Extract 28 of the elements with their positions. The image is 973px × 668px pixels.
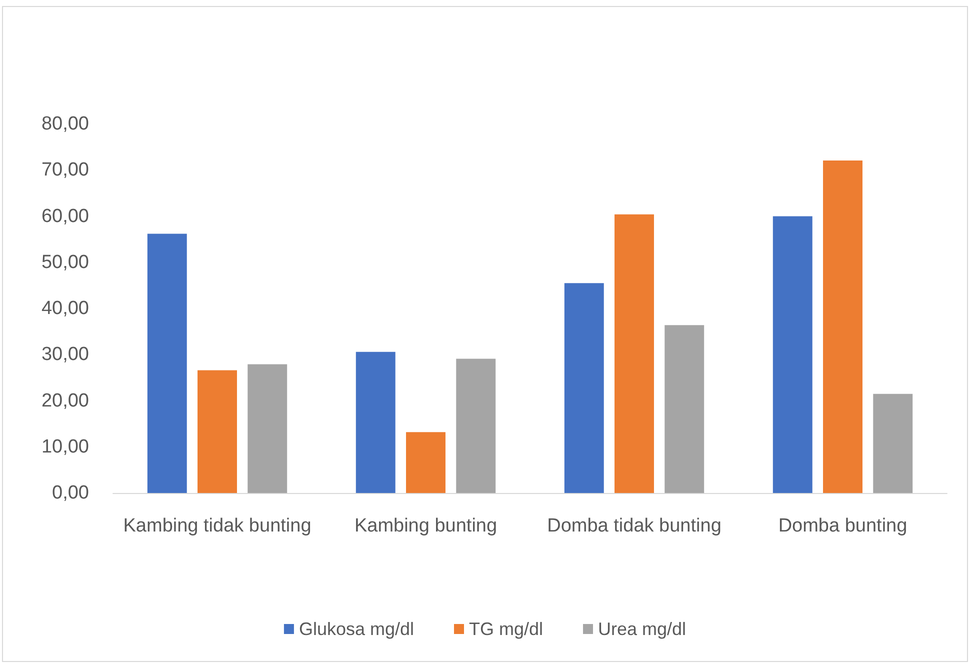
bar bbox=[564, 283, 604, 493]
y-tick-label: 10,00 bbox=[41, 436, 89, 458]
bar bbox=[664, 325, 704, 493]
legend-label: Urea mg/dl bbox=[598, 619, 686, 639]
y-tick-label: 20,00 bbox=[41, 390, 89, 412]
bar bbox=[873, 394, 913, 493]
y-tick-label: 50,00 bbox=[41, 252, 89, 273]
y-tick-label: 70,00 bbox=[41, 160, 89, 181]
legend-label: Glukosa mg/dl bbox=[298, 619, 414, 639]
x-tick-label: Domba bunting bbox=[778, 516, 908, 536]
y-tick-label: 0,00 bbox=[52, 482, 89, 504]
bar bbox=[823, 160, 862, 493]
bar bbox=[248, 364, 288, 493]
bar bbox=[772, 216, 812, 493]
bar bbox=[356, 352, 396, 493]
y-tick-label: 80,00 bbox=[41, 114, 89, 134]
y-tick-label: 30,00 bbox=[41, 344, 89, 366]
x-tick-label: Kambing bunting bbox=[354, 516, 498, 536]
x-tick-label: Domba tidak bunting bbox=[547, 516, 722, 536]
bar bbox=[614, 214, 654, 493]
bar bbox=[406, 432, 446, 493]
legend-label: TG mg/dl bbox=[469, 619, 544, 639]
y-tick-label: 40,00 bbox=[41, 298, 89, 319]
bar bbox=[198, 370, 237, 493]
bar bbox=[147, 234, 187, 493]
x-tick-label: Kambing tidak bunting bbox=[123, 516, 312, 536]
bar bbox=[456, 358, 496, 493]
y-tick-label: 60,00 bbox=[41, 206, 89, 227]
